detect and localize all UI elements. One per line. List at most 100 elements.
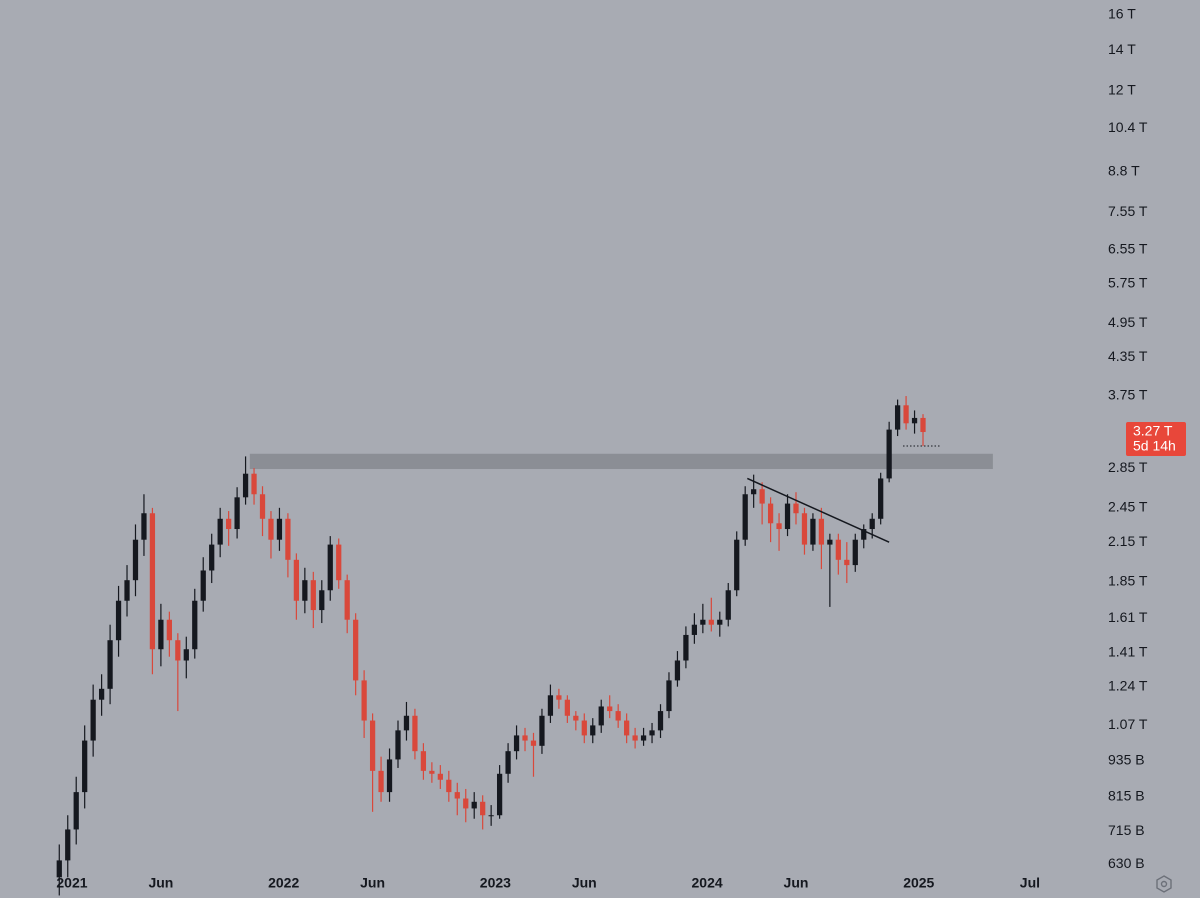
x-tick-label: 2024 xyxy=(692,875,723,891)
candle-body xyxy=(378,770,384,793)
candle xyxy=(920,414,926,447)
candle-body xyxy=(640,735,647,741)
settings-icon-shape[interactable] xyxy=(1156,875,1172,893)
candle-body xyxy=(759,489,765,504)
candle xyxy=(522,727,528,752)
candle-body xyxy=(556,695,562,700)
candle-body xyxy=(344,580,350,620)
candle-body xyxy=(522,735,528,741)
candle-body xyxy=(496,773,503,816)
y-tick-label: 1.41 T xyxy=(1108,644,1148,660)
candle xyxy=(158,603,164,667)
candle xyxy=(361,670,367,738)
candle-body xyxy=(581,720,587,736)
candle-body xyxy=(251,473,257,495)
candle xyxy=(734,531,740,597)
x-tick-label: 2021 xyxy=(56,875,87,891)
candle xyxy=(818,507,825,570)
candle xyxy=(319,580,325,624)
candle-body xyxy=(336,544,342,581)
candle xyxy=(175,633,181,712)
candle-body xyxy=(615,711,621,721)
candle xyxy=(132,524,139,597)
candle xyxy=(666,672,672,719)
candle xyxy=(547,684,554,723)
candle xyxy=(691,613,698,644)
y-tick-label: 10.4 T xyxy=(1108,119,1148,135)
x-tick-label: 2022 xyxy=(268,875,299,891)
y-tick-label: 1.24 T xyxy=(1108,677,1148,693)
candle-body xyxy=(158,619,164,650)
candle xyxy=(192,588,198,659)
candle xyxy=(378,756,384,802)
candle xyxy=(98,674,105,716)
candle xyxy=(302,567,308,614)
candle-body xyxy=(209,544,215,571)
candle xyxy=(446,770,452,802)
y-tick-label: 1.85 T xyxy=(1108,572,1148,588)
candle-body xyxy=(691,624,698,635)
y-tick-label: 630 B xyxy=(1108,855,1145,871)
candle-body xyxy=(56,860,62,878)
candle xyxy=(395,720,401,768)
candle xyxy=(454,782,460,816)
candle-body xyxy=(429,770,435,774)
candle-body xyxy=(175,640,181,661)
candle xyxy=(310,571,316,629)
candle-body xyxy=(480,801,486,816)
candle-body xyxy=(471,801,477,809)
candle xyxy=(844,542,850,584)
candle-body xyxy=(590,725,596,736)
candle-body xyxy=(149,513,156,650)
candle xyxy=(827,533,833,607)
candle-body xyxy=(132,539,139,581)
settings-icon[interactable] xyxy=(1156,875,1172,893)
candle xyxy=(657,704,664,738)
candle-body xyxy=(327,544,333,591)
candle xyxy=(539,708,545,754)
candle xyxy=(183,636,189,679)
candle-body xyxy=(369,720,376,771)
y-tick-label: 8.8 T xyxy=(1108,163,1140,179)
y-tick-label: 3.75 T xyxy=(1108,387,1148,403)
candle xyxy=(107,624,113,705)
candle-body xyxy=(463,798,469,809)
candle-body xyxy=(911,417,918,424)
y-tick-label: 14 T xyxy=(1108,41,1136,57)
candle-body xyxy=(547,695,554,716)
candle-body xyxy=(751,489,757,495)
candle-body xyxy=(285,518,291,560)
candle-body xyxy=(844,559,850,566)
candle xyxy=(708,597,714,632)
resistance-zone xyxy=(249,453,993,470)
candle-body xyxy=(649,730,655,736)
candle xyxy=(598,699,604,733)
candle-body xyxy=(700,619,706,625)
candle xyxy=(242,456,249,505)
candle xyxy=(412,708,418,760)
settings-icon-dot[interactable] xyxy=(1160,880,1168,888)
candle xyxy=(767,497,774,543)
x-tick-label: Jun xyxy=(572,875,597,891)
x-tick-label: Jul xyxy=(1020,875,1040,891)
candle-body xyxy=(319,590,325,611)
candle xyxy=(861,524,867,549)
candle xyxy=(776,513,782,551)
candle-body xyxy=(717,619,723,625)
candle xyxy=(268,511,274,559)
candle-body xyxy=(810,518,816,545)
candle xyxy=(573,711,579,731)
candle-body xyxy=(90,699,96,741)
candle-body xyxy=(454,792,460,799)
candle-body xyxy=(166,619,172,641)
candle-body xyxy=(183,649,189,661)
candle-body xyxy=(852,539,858,566)
candle xyxy=(276,507,283,551)
candle-body xyxy=(386,759,393,793)
candle-body xyxy=(674,660,681,681)
candle-body xyxy=(302,580,308,601)
y-tick-label: 7.55 T xyxy=(1108,203,1148,219)
candle-body xyxy=(861,529,867,540)
candle-body xyxy=(793,503,799,514)
